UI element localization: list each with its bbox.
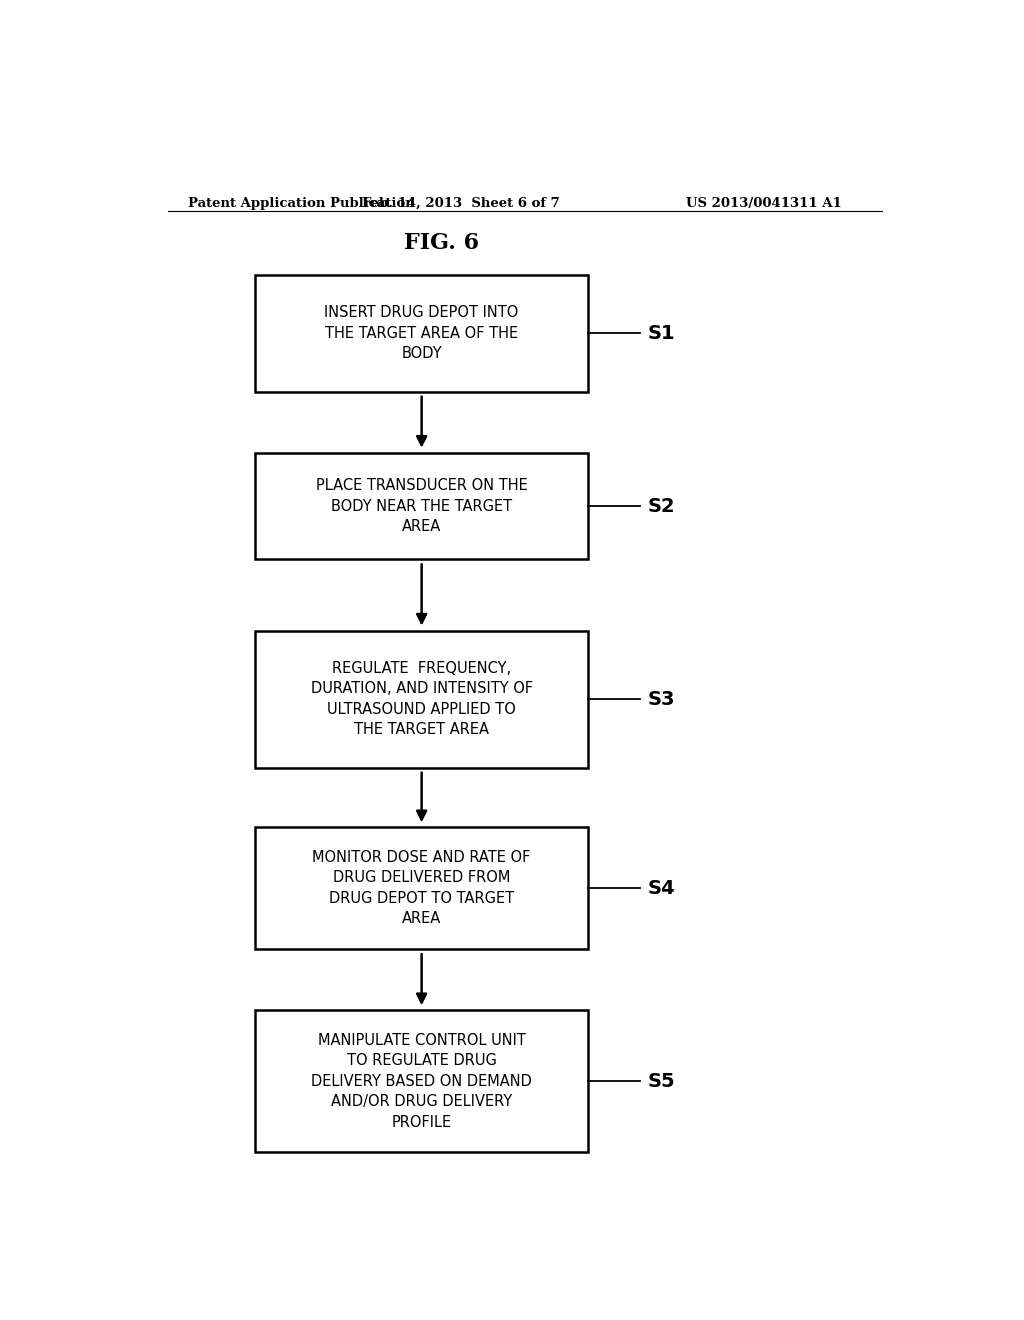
Bar: [255, 1010, 588, 1152]
Text: US 2013/0041311 A1: US 2013/0041311 A1: [686, 197, 842, 210]
Text: S4: S4: [648, 879, 676, 898]
Text: S5: S5: [648, 1072, 676, 1090]
Bar: [255, 631, 588, 768]
Text: S2: S2: [648, 496, 676, 516]
Text: S3: S3: [648, 689, 675, 709]
Text: REGULATE  FREQUENCY,
DURATION, AND INTENSITY OF
ULTRASOUND APPLIED TO
THE TARGET: REGULATE FREQUENCY, DURATION, AND INTENS…: [310, 661, 532, 738]
Text: Feb. 14, 2013  Sheet 6 of 7: Feb. 14, 2013 Sheet 6 of 7: [362, 197, 560, 210]
Text: S1: S1: [648, 323, 676, 343]
Bar: [255, 453, 588, 560]
Text: Patent Application Publication: Patent Application Publication: [187, 197, 415, 210]
Bar: [255, 828, 588, 949]
Text: PLACE TRANSDUCER ON THE
BODY NEAR THE TARGET
AREA: PLACE TRANSDUCER ON THE BODY NEAR THE TA…: [315, 478, 527, 533]
Text: FIG. 6: FIG. 6: [403, 231, 479, 253]
Text: MANIPULATE CONTROL UNIT
TO REGULATE DRUG
DELIVERY BASED ON DEMAND
AND/OR DRUG DE: MANIPULATE CONTROL UNIT TO REGULATE DRUG…: [311, 1034, 532, 1130]
Text: MONITOR DOSE AND RATE OF
DRUG DELIVERED FROM
DRUG DEPOT TO TARGET
AREA: MONITOR DOSE AND RATE OF DRUG DELIVERED …: [312, 850, 530, 927]
Text: INSERT DRUG DEPOT INTO
THE TARGET AREA OF THE
BODY: INSERT DRUG DEPOT INTO THE TARGET AREA O…: [325, 305, 519, 362]
Bar: [255, 275, 588, 392]
